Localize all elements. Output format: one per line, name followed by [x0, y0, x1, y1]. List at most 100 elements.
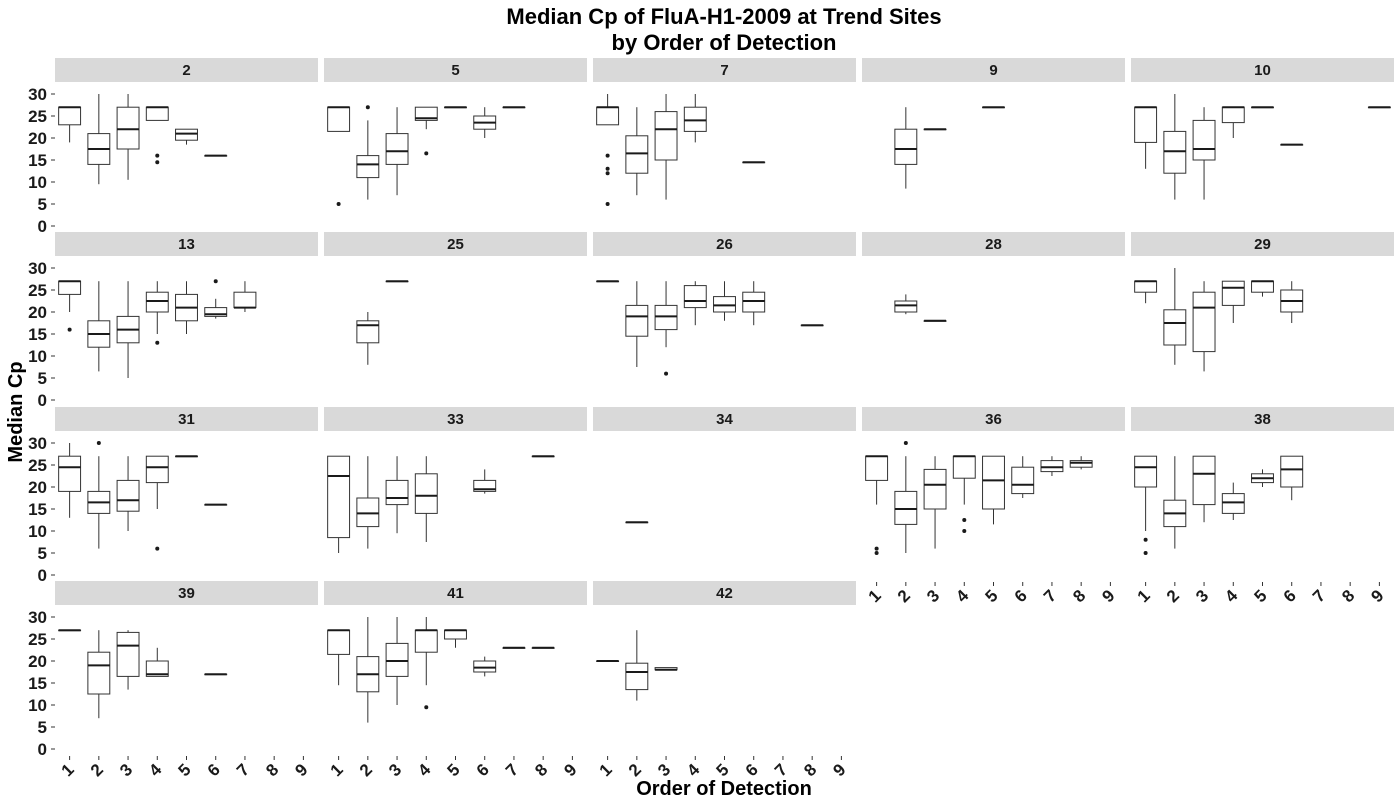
facet-strip-label: 13	[178, 236, 195, 253]
x-tick-label: 1	[327, 760, 347, 780]
box-iqr	[58, 455, 82, 492]
x-tick-label: 8	[262, 760, 282, 780]
x-tick-label: 1	[596, 760, 616, 780]
facet-strip	[324, 232, 587, 256]
box-x5	[1251, 280, 1274, 297]
x-tick-label: 4	[145, 760, 166, 781]
box-x2	[894, 294, 918, 315]
box-x4	[145, 647, 169, 677]
y-tick-label: 15	[28, 325, 47, 344]
box-iqr	[87, 651, 111, 695]
facet-panel-36: 36 1 2 3 4 5 6 7 8 9	[862, 407, 1125, 606]
box-x3	[1192, 107, 1216, 200]
outlier-point	[67, 327, 72, 332]
x-tick-label: 6	[204, 760, 224, 780]
box-x6	[742, 281, 766, 326]
facet-strip	[862, 58, 1125, 82]
box-iqr	[444, 629, 467, 640]
box-x3	[385, 617, 409, 705]
facet-strip	[593, 581, 856, 605]
box-x6	[473, 469, 497, 494]
facet-strip	[324, 58, 587, 82]
box-x1	[327, 455, 351, 553]
facet-panel-13: 13 0 5 10 15 20 25 30	[28, 232, 318, 410]
y-tick-label: 5	[38, 544, 47, 563]
box-iqr	[654, 304, 678, 331]
x-tick-label: 4	[414, 760, 435, 781]
facet-panel-26: 26	[593, 232, 856, 376]
box-x2	[625, 107, 649, 196]
outlier-point	[903, 441, 908, 445]
x-tick-label: 8	[1338, 586, 1358, 606]
box-x3	[385, 456, 409, 534]
box-x6	[1280, 143, 1304, 146]
box-x2	[1163, 268, 1187, 365]
box-x6	[1011, 456, 1035, 498]
box-iqr	[923, 468, 947, 510]
box-iqr	[116, 631, 140, 677]
facet-strip-label: 2	[182, 62, 190, 79]
box-x2	[894, 107, 918, 189]
outlier-point	[155, 546, 160, 551]
box-iqr	[356, 497, 380, 528]
box-x1	[865, 455, 889, 555]
box-iqr	[414, 473, 438, 514]
box-iqr	[683, 285, 707, 309]
box-x2	[1163, 94, 1187, 200]
y-tick-label: 30	[28, 259, 47, 278]
box-iqr	[1134, 280, 1158, 293]
box-x3	[116, 94, 140, 180]
facet-strip	[593, 407, 856, 431]
box-x5	[175, 455, 198, 458]
outlier-point	[96, 441, 101, 445]
box-x7	[502, 646, 526, 649]
x-tick-label: 2	[356, 760, 376, 780]
box-x1	[596, 280, 620, 283]
box-x1	[58, 106, 82, 143]
chart-subtitle: by Order of Detection	[612, 30, 837, 55]
outlier-point	[605, 153, 610, 158]
facet-strip	[324, 581, 587, 605]
box-iqr	[473, 479, 497, 492]
y-tick-label: 20	[28, 652, 47, 671]
y-tick-label: 30	[28, 434, 47, 453]
box-x1	[1134, 455, 1158, 555]
facet-panel-10: 10	[1131, 58, 1394, 200]
facet-panel-7: 7	[593, 58, 856, 206]
facet-panel-5: 5	[324, 58, 587, 206]
box-iqr	[58, 280, 82, 295]
outlier-point	[155, 340, 160, 345]
chart-title: Median Cp of FluA-H1-2009 at Trend Sites	[506, 4, 941, 29]
facet-strip	[593, 58, 856, 82]
box-x5	[1251, 469, 1274, 487]
outlier-point	[605, 171, 610, 176]
y-tick-label: 10	[28, 347, 47, 366]
box-iqr	[414, 629, 438, 653]
box-iqr	[1011, 466, 1035, 495]
box-iqr	[385, 133, 409, 165]
box-iqr	[233, 291, 257, 309]
facet-strip	[55, 581, 318, 605]
box-iqr	[894, 490, 918, 525]
facet-strip	[55, 232, 318, 256]
box-x1	[596, 660, 620, 662]
box-iqr	[145, 106, 169, 121]
box-iqr	[1134, 455, 1158, 488]
outlier-point	[1143, 551, 1148, 555]
y-tick-label: 20	[28, 303, 47, 322]
box-x6	[473, 107, 497, 138]
x-tick-label: 9	[829, 760, 849, 780]
box-x3	[1192, 455, 1216, 523]
y-tick-label: 15	[28, 151, 47, 170]
outlier-point	[155, 160, 160, 165]
box-x2	[356, 312, 380, 365]
x-tick-label: 4	[952, 586, 973, 607]
box-iqr	[385, 642, 409, 677]
box-iqr	[742, 291, 766, 313]
box-x8	[531, 455, 555, 458]
box-iqr	[1069, 460, 1093, 468]
box-x4	[414, 617, 438, 710]
box-x7	[502, 106, 526, 109]
